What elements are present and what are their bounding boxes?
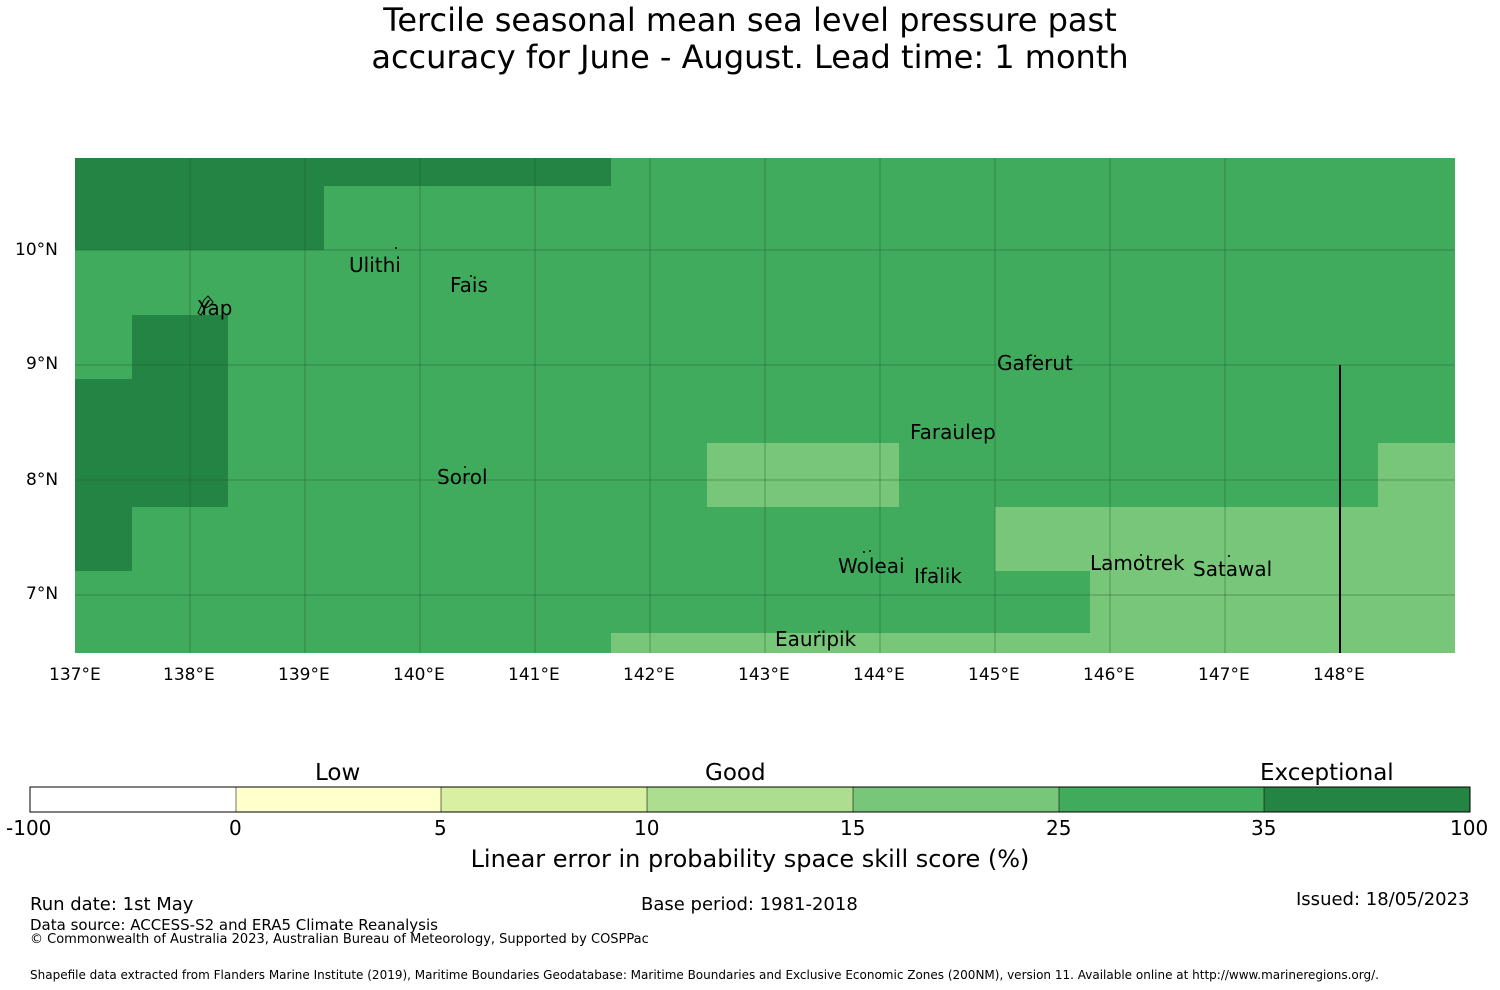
copyright: © Commonwealth of Australia 2023, Austra… [30,932,649,947]
good-region-south [611,633,1090,653]
run-date: Run date: 1st May [30,894,194,915]
lat-label-8n: 8°N [26,470,59,490]
gridlines [75,158,1455,653]
lat-label-7n: 7°N [26,584,59,604]
lon-label-142e: 142°E [623,665,675,685]
island-label-fais: Fais [450,273,488,297]
legend-tick-0: 0 [229,816,242,840]
legend-tick-5: 5 [434,816,447,840]
lon-label-147e: 147°E [1198,665,1250,685]
island-label-yap: Yap [198,296,233,320]
colorbar [29,786,1471,813]
good-region-central [707,443,899,507]
legend-tick-100: 100 [1450,816,1489,840]
legend-tick-25: 25 [1046,816,1072,840]
sorol-island-dot [464,466,466,468]
lamotrek-island-dot [1140,554,1142,556]
lon-label-148e: 148°E [1313,665,1365,685]
colorbar-swatch-6 [1059,787,1264,812]
island-label-faraulep: Faraulep [910,420,996,444]
yap-island-shape [197,295,214,316]
eauripik-island-dot [818,631,820,633]
data-source: Data source: ACCESS-S2 and ERA5 Climate … [30,916,438,934]
lon-label-140e: 140°E [393,665,445,685]
lon-label-138e: 138°E [163,665,215,685]
lon-label-145e: 145°E [968,665,1020,685]
lat-label-10n: 10°N [15,240,58,260]
issued-date: Issued: 18/05/2023 [1296,889,1470,910]
legend-category-good: Good [705,760,766,786]
shapefile-credit: Shapefile data extracted from Flanders M… [30,968,1379,982]
legend-tick-35: 35 [1251,816,1277,840]
lon-label-139e: 139°E [278,665,330,685]
ifalik-island-dot [937,567,939,569]
island-label-woleai: Woleai [838,554,905,578]
skill-grid [75,158,1455,653]
legend-category-exceptional: Exceptional [1260,760,1394,786]
lon-label-137e: 137°E [49,665,101,685]
lon-label-144e: 144°E [853,665,905,685]
island-label-ifalik: Ifalik [914,564,962,588]
faraulep-island-dot [954,424,956,426]
good-region-east-c [1090,571,1455,653]
good-region-east-a [1378,443,1455,507]
map-title-line-1: Tercile seasonal mean sea level pressure… [383,1,1117,39]
island-label-gaferut: Gaferut [997,351,1073,375]
lon-label-143e: 143°E [738,665,790,685]
colorbar-swatch-1 [30,787,236,812]
fais-island-dot [470,275,472,277]
legend-tick-10: 10 [634,816,660,840]
woleai-island-dot-b [869,550,871,552]
island-marks [197,247,1230,633]
colorbar-swatch-2 [236,787,441,812]
island-label-sorol: Sorol [437,465,488,489]
legend-tick-15: 15 [840,816,866,840]
island-label-eauripik: Eauripik [775,627,857,651]
colorbar-swatch-4 [647,787,853,812]
exceptional-region-nw-b [75,186,324,250]
island-label-ulithi: Ulithi [349,253,401,277]
ulithi-island-dot [395,247,397,249]
colorbar-swatch-5 [853,787,1059,812]
colorbar-frame [29,786,1471,813]
colorbar-swatch-7 [1264,787,1470,812]
lon-label-146e: 146°E [1083,665,1135,685]
good-region-east-b [995,507,1455,571]
island-label-satawal: Satawal [1193,557,1273,581]
gaferut-island-dot [1034,355,1036,357]
base-period: Base period: 1981-2018 [641,894,858,915]
lon-label-141e: 141°E [508,665,560,685]
woleai-island-dot-a [863,551,865,553]
island-label-lamotrek: Lamotrek [1090,551,1185,575]
exceptional-region-yap [132,315,228,507]
satawal-island-dot [1228,555,1230,557]
colorbar-swatch-3 [441,787,647,812]
lat-label-9n: 9°N [26,354,59,374]
legend-tick-neg100: -100 [6,816,52,840]
legend-category-low: Low [315,760,361,786]
legend-axis-label: Linear error in probability space skill … [470,845,1030,873]
map-title-line-2: accuracy for June - August. Lead time: 1… [371,38,1129,76]
exceptional-region-west [75,379,132,571]
exceptional-region-nw-a [75,158,611,186]
